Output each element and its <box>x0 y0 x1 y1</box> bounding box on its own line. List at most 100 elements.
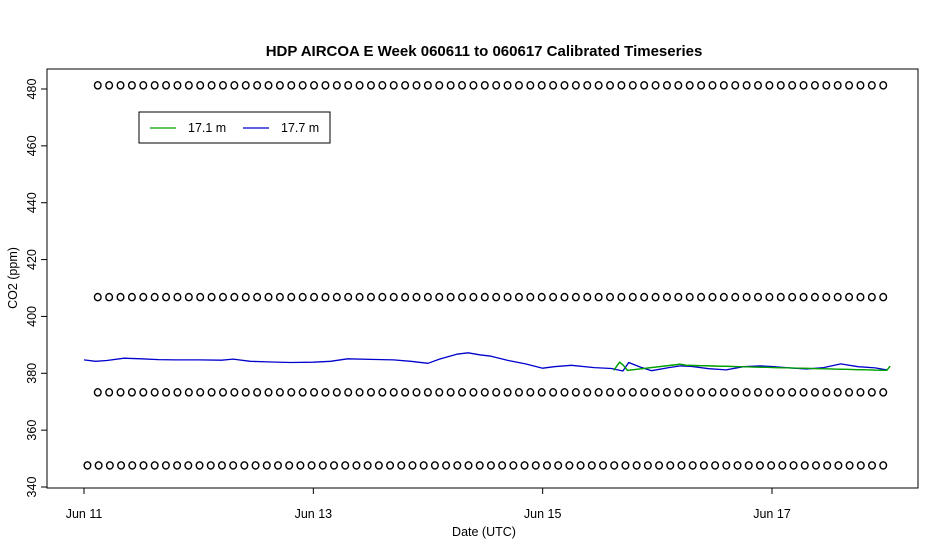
calibration-marker-row1-47 <box>628 292 637 302</box>
calibration-marker-row1-13 <box>241 292 250 302</box>
x-axis: Jun 11 Jun 13 Jun 15 Jun 17 <box>66 487 791 521</box>
calibration-marker-row0-59 <box>765 81 774 90</box>
calibration-marker-row2-41 <box>560 388 569 397</box>
calibration-marker-row1-38 <box>526 292 535 302</box>
calibration-marker-row0-31 <box>446 81 455 90</box>
x-tick-label-jun-11: Jun 11 <box>66 507 103 521</box>
calibration-marker-row1-18 <box>298 292 307 302</box>
calibration-marker-row2-17 <box>287 388 296 397</box>
calibration-marker-row0-41 <box>560 81 569 90</box>
calibration-marker-row2-43 <box>583 388 592 397</box>
calibration-marker-row1-2 <box>116 292 125 302</box>
calibration-marker-row3-68 <box>845 461 854 470</box>
calibration-marker-row1-48 <box>640 292 649 302</box>
calibration-marker-row0-65 <box>833 81 842 90</box>
calibration-marker-row1-21 <box>332 292 341 302</box>
calibration-marker-row0-69 <box>879 81 888 90</box>
calibration-marker-row1-27 <box>401 292 410 302</box>
calibration-marker-row0-56 <box>731 81 740 90</box>
calibration-marker-row0-35 <box>492 81 501 90</box>
calibration-marker-row3-60 <box>755 461 764 470</box>
calibration-marker-row3-54 <box>688 461 697 470</box>
calibration-marker-row2-59 <box>765 388 774 397</box>
calibration-marker-row3-22 <box>330 461 339 470</box>
calibration-marker-row0-27 <box>401 81 410 90</box>
calibration-marker-row1-15 <box>264 292 273 302</box>
calibration-marker-row0-46 <box>617 81 626 90</box>
calibration-marker-row3-33 <box>453 461 462 470</box>
calibration-marker-row0-51 <box>674 81 683 90</box>
calibration-marker-row0-57 <box>742 81 751 90</box>
calibration-marker-row0-61 <box>788 81 797 90</box>
calibration-marker-row0-32 <box>458 81 467 90</box>
series-line-17-1-m-overlay <box>613 361 891 372</box>
calibration-marker-row2-18 <box>298 388 307 397</box>
y-tick-label-360: 360 <box>25 420 39 441</box>
calibration-marker-row2-35 <box>492 388 501 397</box>
calibration-marker-row1-49 <box>651 292 660 302</box>
calibration-marker-row0-58 <box>754 81 763 90</box>
calibration-marker-row0-47 <box>628 81 637 90</box>
calibration-marker-row0-2 <box>116 81 125 90</box>
y-tick-label-440: 440 <box>25 192 39 213</box>
calibration-marker-row2-2 <box>116 388 125 397</box>
calibration-marker-row1-10 <box>207 292 216 302</box>
calibration-marker-row3-64 <box>800 461 809 470</box>
calibration-marker-row3-53 <box>677 461 686 470</box>
calibration-marker-row2-36 <box>503 388 512 397</box>
calibration-marker-row3-4 <box>128 461 137 470</box>
calibration-marker-row3-38 <box>509 461 518 470</box>
y-tick-label-400: 400 <box>25 306 39 327</box>
calibration-marker-row2-15 <box>264 388 273 397</box>
calibration-marker-row0-15 <box>264 81 273 90</box>
calibration-marker-row2-8 <box>184 388 193 397</box>
calibration-marker-row1-36 <box>503 292 512 302</box>
calibration-marker-row3-1 <box>94 461 103 470</box>
calibration-marker-row1-56 <box>731 292 740 302</box>
legend-label-17-7m: 17.7 m <box>281 121 319 135</box>
calibration-marker-row1-59 <box>765 292 774 302</box>
calibration-marker-row3-17 <box>273 461 282 470</box>
calibration-marker-row0-44 <box>594 81 603 90</box>
calibration-marker-row1-46 <box>617 292 626 302</box>
calibration-marker-row0-24 <box>366 81 375 90</box>
calibration-marker-row1-51 <box>674 292 683 302</box>
calibration-marker-row0-63 <box>810 81 819 90</box>
calibration-marker-row0-39 <box>537 81 546 90</box>
calibration-marker-row2-53 <box>697 388 706 397</box>
calibration-marker-row1-31 <box>446 292 455 302</box>
calibration-marker-row2-9 <box>196 388 205 397</box>
calibration-marker-row2-19 <box>310 388 319 397</box>
calibration-marker-row1-61 <box>788 292 797 302</box>
calibration-marker-row2-54 <box>708 388 717 397</box>
calibration-marker-row3-14 <box>240 461 249 470</box>
calibration-marker-row1-30 <box>435 292 444 302</box>
calibration-marker-row1-58 <box>754 292 763 302</box>
calibration-marker-row0-17 <box>287 81 296 90</box>
calibration-marker-row3-24 <box>352 461 361 470</box>
calibration-marker-row2-56 <box>731 388 740 397</box>
calibration-marker-row0-62 <box>799 81 808 90</box>
calibration-marker-row1-6 <box>162 292 171 302</box>
calibration-marker-row0-60 <box>776 81 785 90</box>
calibration-marker-row3-18 <box>285 461 294 470</box>
calibration-marker-row1-62 <box>799 292 808 302</box>
calibration-marker-row0-54 <box>708 81 717 90</box>
calibration-marker-row3-49 <box>632 461 641 470</box>
calibration-marker-row0-49 <box>651 81 660 90</box>
calibration-marker-row3-39 <box>520 461 529 470</box>
calibration-marker-row2-62 <box>799 388 808 397</box>
calibration-marker-row2-29 <box>423 388 432 397</box>
x-axis-label: Date (UTC) <box>452 525 516 539</box>
calibration-marker-row2-65 <box>833 388 842 397</box>
calibration-marker-row2-34 <box>480 388 489 397</box>
series-line-17-7-m <box>83 352 887 372</box>
calibration-marker-row0-29 <box>423 81 432 90</box>
calibration-marker-row3-47 <box>610 461 619 470</box>
calibration-marker-row0-0 <box>93 81 102 90</box>
calibration-marker-row1-32 <box>458 292 467 302</box>
calibration-marker-row2-22 <box>344 388 353 397</box>
calibration-marker-row2-45 <box>606 388 615 397</box>
calibration-marker-row1-22 <box>344 292 353 302</box>
calibration-marker-row0-45 <box>606 81 615 90</box>
